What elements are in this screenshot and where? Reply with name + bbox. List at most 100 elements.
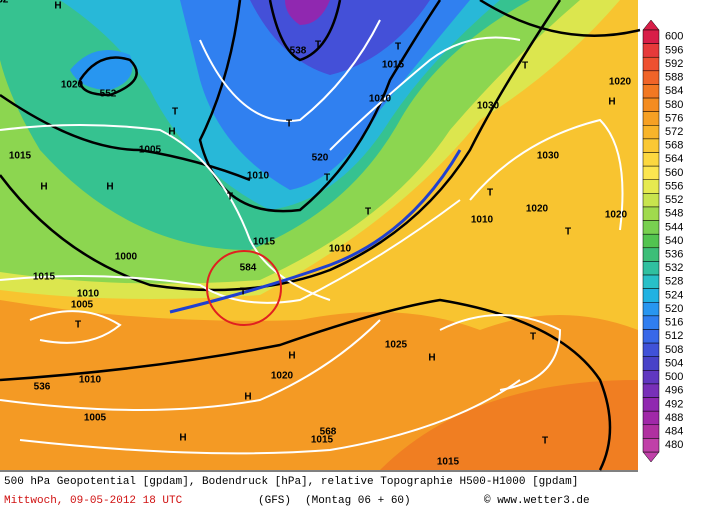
colorbar-swatch <box>642 29 660 44</box>
map-label: T <box>315 40 321 51</box>
map-label: H <box>179 433 186 444</box>
map-label: T <box>542 436 548 447</box>
colorbar-label: 520 <box>665 303 683 315</box>
map-label: T <box>240 287 246 298</box>
front <box>169 149 462 314</box>
colorbar-swatch <box>642 193 660 208</box>
colorbar-swatch <box>642 56 660 72</box>
colorbar-label: 536 <box>665 249 683 261</box>
colorbar-swatch <box>642 247 660 262</box>
isobars <box>0 19 624 455</box>
colorbar-swatch <box>642 233 660 249</box>
map-label: T <box>75 320 81 331</box>
map-label: 1010 <box>369 94 392 105</box>
contour <box>78 56 138 97</box>
colorbar-swatch <box>642 125 660 140</box>
isobar <box>469 118 624 231</box>
colorbar-swatch <box>642 356 660 371</box>
colorbar-label: 504 <box>665 357 683 369</box>
isobar <box>199 19 381 122</box>
map-label: H <box>106 182 113 193</box>
map-label: 1015 <box>33 272 56 283</box>
isobar <box>329 36 521 151</box>
map-label: 1015 <box>9 151 32 162</box>
colorbar-swatch <box>642 370 660 385</box>
colorbar-label: 512 <box>665 330 683 342</box>
colorbar-label: 552 <box>665 194 683 206</box>
colorbar-label: 572 <box>665 126 683 138</box>
map-label: 1030 <box>477 101 500 112</box>
map: H HTTTTTTTTTTTTTTHHHHHHH10151020101010051… <box>0 0 641 471</box>
isobar <box>0 124 331 301</box>
map-label: H <box>54 1 61 12</box>
colorbar-swatch <box>642 274 660 289</box>
colorbar-swatch <box>642 206 660 221</box>
map-label: T <box>487 188 493 199</box>
colorbar-label: 584 <box>665 85 683 97</box>
colorbar-swatch <box>642 383 660 398</box>
map-label: H <box>608 97 615 108</box>
map-label: T <box>172 107 178 118</box>
map-label: 568 <box>320 427 337 438</box>
colorbar-swatch <box>642 97 660 112</box>
map-label: 520 <box>312 153 329 164</box>
map-label: H <box>40 182 47 193</box>
map-label: 1000 <box>115 252 138 263</box>
colorbar-label: 544 <box>665 221 683 233</box>
colorbar-swatch <box>642 342 660 357</box>
colorbar-swatch <box>642 165 660 180</box>
colorbar-swatch <box>642 410 660 426</box>
map-label: 1010 <box>79 375 102 386</box>
colorbar-label: 548 <box>665 208 683 220</box>
colorbar-swatch <box>642 84 660 99</box>
map-label: 536 <box>34 382 51 393</box>
footer-run: (Montag 06 + 60) <box>305 495 411 507</box>
colorbar-swatch <box>642 152 660 167</box>
footer-title: 500 hPa Geopotential [gpdam], Bodendruck… <box>4 476 578 488</box>
map-label: 1005 <box>71 300 94 311</box>
geopotential-contours <box>0 0 641 471</box>
colorbar-swatch <box>642 43 660 58</box>
colorbar-label: 508 <box>665 344 683 356</box>
map-label: T <box>565 227 571 238</box>
map-label: T <box>227 192 233 203</box>
map-label: 1005 <box>139 145 162 156</box>
colorbar-label: 524 <box>665 289 683 301</box>
isobar <box>19 379 521 455</box>
isobar <box>0 199 461 304</box>
map-label: 1010 <box>471 215 494 226</box>
colorbar-label: 596 <box>665 44 683 56</box>
map-label: H <box>244 392 251 403</box>
region-purple <box>285 0 330 25</box>
map-label: 1010 <box>77 289 100 300</box>
isobar <box>29 310 122 344</box>
colorbar-swatch <box>642 438 660 453</box>
map-label: T <box>522 61 528 72</box>
region-low-west <box>70 50 133 90</box>
map-label: 1020 <box>61 80 84 91</box>
colorbar-label: 556 <box>665 180 683 192</box>
colorbar-label: 568 <box>665 140 683 152</box>
contour <box>0 93 251 182</box>
map-label: 1020 <box>271 371 294 382</box>
map-label: 1020 <box>609 77 632 88</box>
colorbar-swatch <box>642 329 660 344</box>
colorbar-label: 516 <box>665 317 683 329</box>
map-label: T <box>530 332 536 343</box>
colorbar-label: 488 <box>665 412 683 424</box>
region-blue <box>180 0 470 190</box>
colorbar-label: 496 <box>665 385 683 397</box>
colorbar-swatch <box>642 179 660 194</box>
map-label: 584 <box>240 263 257 274</box>
contour <box>198 0 442 213</box>
region-dark-orange <box>380 380 638 470</box>
colorbar-label: 480 <box>665 439 683 451</box>
contour <box>479 0 641 37</box>
colorbar-swatch <box>642 138 660 153</box>
map-label: T <box>365 207 371 218</box>
colorbar-swatch <box>642 70 660 85</box>
colorbar-label: 588 <box>665 72 683 84</box>
map-label: 1010 <box>329 244 352 255</box>
map-label: 1020 <box>526 204 549 215</box>
